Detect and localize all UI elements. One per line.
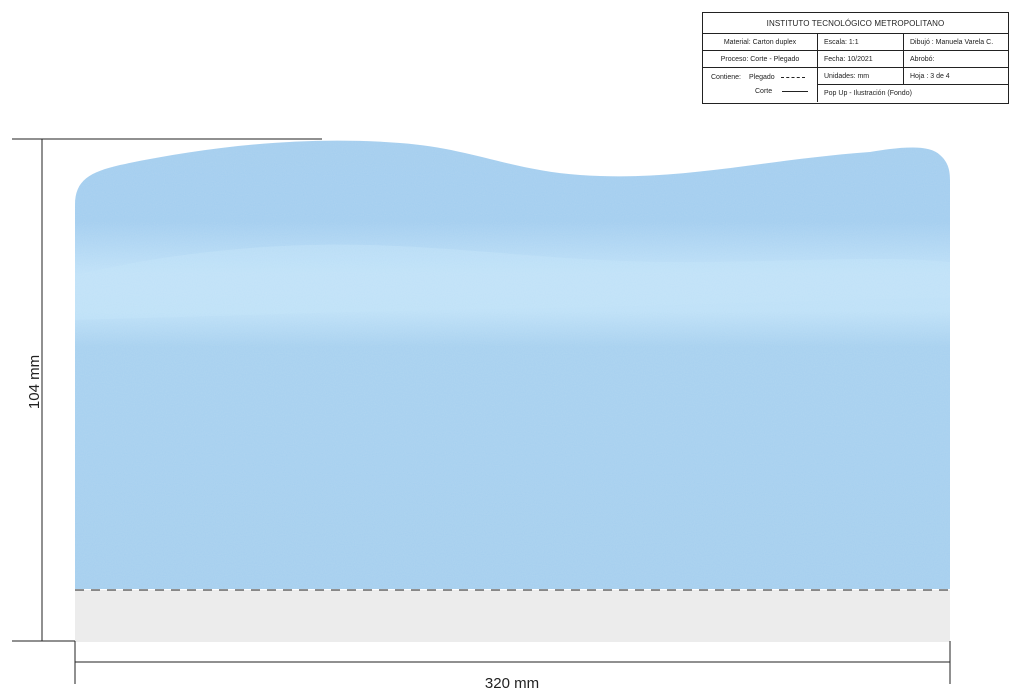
process-cell: Proceso: Corte - Plegado: [703, 51, 818, 67]
fold-tab: [75, 590, 950, 642]
material-cell: Material: Carton duplex: [703, 34, 818, 50]
contents-details: Unidades: mm Hoja : 3 de 4 Pop Up - Ilus…: [818, 68, 1008, 102]
approved-cell: Abrobó:: [910, 55, 935, 63]
units-cell: Unidades: mm: [818, 68, 904, 84]
line-legend: Contiene: Plegado Corte: [703, 68, 818, 102]
description-cell: Pop Up - Ilustración (Fondo): [824, 90, 912, 97]
dashed-line-icon: [780, 77, 805, 78]
title-block-row-material: Material: Carton duplex Escala: 1:1 Dibu…: [703, 34, 1008, 51]
legend-fold-label: Plegado: [749, 74, 775, 81]
title-block: INSTITUTO TECNOLÓGICO METROPOLITANO Mate…: [702, 12, 1009, 104]
legend-fold: Plegado: [749, 74, 805, 81]
legend-cut-label: Corte: [755, 88, 773, 95]
width-dimension-label: 320 mm: [485, 675, 539, 692]
sky-grain: [75, 140, 950, 589]
height-dimension-label: 104 mm: [26, 355, 43, 409]
title-block-row-contents: Contiene: Plegado Corte Unidades: mm Hoj…: [703, 68, 1008, 102]
scale-cell: Escala: 1:1: [818, 34, 904, 50]
sheet-cell: Hoja : 3 de 4: [910, 72, 950, 80]
legend-cut: Corte: [755, 88, 809, 95]
contains-label: Contiene:: [711, 74, 741, 81]
solid-line-icon: [782, 91, 809, 92]
institution-name: INSTITUTO TECNOLÓGICO METROPOLITANO: [703, 13, 1008, 34]
units-sheet-row: Unidades: mm Hoja : 3 de 4: [818, 68, 1008, 85]
drawn-by-cell: Dibujó : Manuela Varela C.: [910, 38, 994, 46]
title-block-row-process: Proceso: Corte - Plegado Fecha: 10/2021 …: [703, 51, 1008, 68]
date-cell: Fecha: 10/2021: [818, 51, 904, 67]
